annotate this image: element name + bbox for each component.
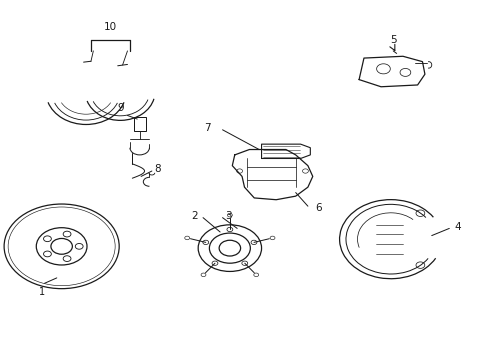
Text: 6: 6 <box>315 203 321 213</box>
Text: 9: 9 <box>117 103 124 113</box>
Text: 8: 8 <box>154 164 161 174</box>
Text: 1: 1 <box>39 287 45 297</box>
Text: 10: 10 <box>103 22 117 32</box>
Text: 4: 4 <box>453 222 460 232</box>
Text: 5: 5 <box>389 35 396 45</box>
Bar <box>134 117 145 131</box>
Text: 2: 2 <box>191 211 198 221</box>
Text: 7: 7 <box>203 123 210 133</box>
Text: 3: 3 <box>224 211 231 221</box>
